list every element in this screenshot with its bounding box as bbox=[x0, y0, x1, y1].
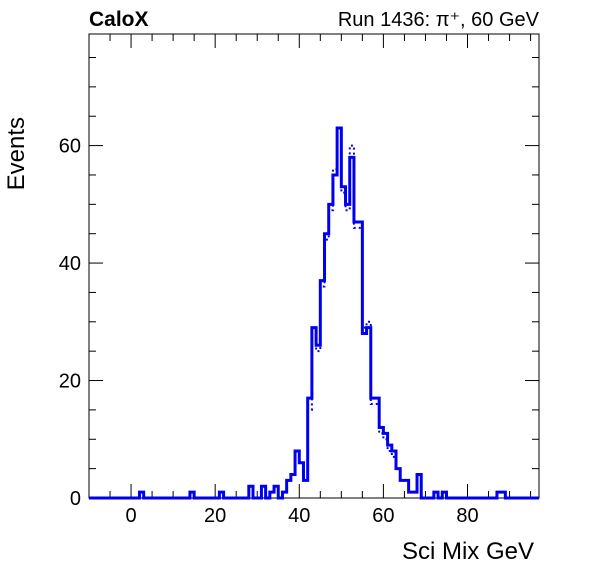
y-tick-label: 20 bbox=[59, 371, 81, 393]
histogram-solid-line bbox=[89, 126, 539, 500]
histogram-dotted-line bbox=[89, 138, 539, 499]
y-tick-label: 0 bbox=[70, 488, 81, 510]
x-tick-label: 60 bbox=[372, 505, 394, 527]
plot-frame bbox=[88, 33, 540, 499]
x-tick-label: 20 bbox=[204, 505, 226, 527]
experiment-label: CaloX bbox=[89, 8, 149, 31]
x-axis-title: Sci Mix GeV bbox=[402, 538, 534, 565]
x-tick-label: 0 bbox=[125, 505, 136, 527]
y-tick-label: 40 bbox=[59, 253, 81, 275]
y-axis-title: Events bbox=[3, 117, 30, 190]
x-tick-label: 80 bbox=[456, 505, 478, 527]
x-tick-label: 40 bbox=[288, 505, 310, 527]
y-tick-label: 60 bbox=[59, 136, 81, 158]
run-label: Run 1436: π⁺, 60 GeV bbox=[338, 9, 540, 31]
plot-area: 0 20 40 60 80 0 20 40 60 bbox=[59, 33, 540, 527]
